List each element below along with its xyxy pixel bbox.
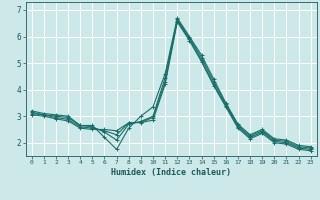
X-axis label: Humidex (Indice chaleur): Humidex (Indice chaleur): [111, 168, 231, 177]
